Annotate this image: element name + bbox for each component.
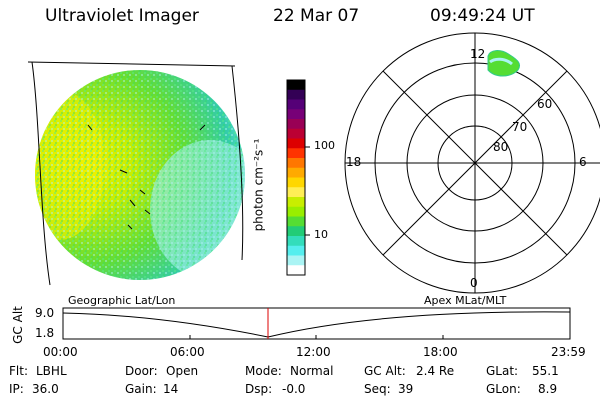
date-label: 22 Mar 07 bbox=[273, 6, 360, 26]
colorbar-tick-10: 10 bbox=[314, 228, 328, 241]
colorbar-segment bbox=[287, 119, 305, 130]
status-value-dsp: -0.0 bbox=[282, 382, 306, 396]
colorbar-tick-100: 100 bbox=[314, 139, 335, 152]
colorbar-segment bbox=[287, 236, 305, 247]
status-key-seq: Seq: bbox=[364, 382, 391, 396]
status-value-gcalt: 2.4 Re bbox=[416, 364, 455, 378]
status-value-door: Open bbox=[166, 364, 199, 378]
status-value-seq: 39 bbox=[398, 382, 414, 396]
timeline-title-right: Apex MLat/MLT bbox=[424, 294, 507, 307]
timeline-x-tick-3: 18:00 bbox=[423, 345, 458, 359]
status-key-door: Door: bbox=[125, 364, 158, 378]
mlt-label-0: 0 bbox=[470, 276, 478, 290]
colorbar-segment bbox=[287, 226, 305, 237]
timeline-plot bbox=[62, 307, 571, 340]
status-value-ip: 36.0 bbox=[32, 382, 59, 396]
timeline-axis-label: GC Alt bbox=[10, 306, 25, 344]
colorbar-segment bbox=[287, 255, 305, 266]
status-value-mode: Normal bbox=[290, 364, 334, 378]
status-key-flt: Flt: bbox=[9, 364, 28, 378]
colorbar-segment bbox=[287, 99, 305, 110]
status-key-gain: Gain: bbox=[125, 382, 157, 396]
status-value-glat: 55.1 bbox=[532, 364, 559, 378]
colorbar-segment bbox=[287, 265, 305, 276]
colorbar-segment bbox=[287, 80, 305, 91]
timeline-x-tick-0: 00:00 bbox=[43, 345, 78, 359]
colorbar-segment bbox=[287, 148, 305, 159]
polar-plot bbox=[344, 32, 600, 294]
timeline-x-tick-4: 23:59 bbox=[551, 345, 586, 359]
mlt-label-12: 12 bbox=[470, 47, 486, 61]
mlt-label-18: 18 bbox=[346, 155, 362, 169]
timeline-x-tick-2: 12:00 bbox=[296, 345, 331, 359]
colorbar-segment bbox=[287, 109, 305, 120]
status-key-dsp: Dsp: bbox=[245, 382, 273, 396]
status-key-glat: GLat: bbox=[486, 364, 519, 378]
colorbar-segment bbox=[287, 158, 305, 169]
lat-label-70: 70 bbox=[512, 120, 528, 134]
colorbar-segment bbox=[287, 128, 305, 140]
timeline-y-bottom: 1.8 bbox=[35, 326, 55, 340]
colorbar-segment bbox=[287, 206, 305, 218]
timeline-ticks bbox=[62, 335, 571, 339]
status-value-flt: LBHL bbox=[36, 364, 67, 378]
colorbar-segment bbox=[287, 177, 305, 188]
instrument-title: Ultraviolet Imager bbox=[45, 6, 199, 26]
colorbar-unit-label: photon cm⁻²s⁻¹ bbox=[251, 138, 266, 232]
colorbar bbox=[286, 79, 306, 276]
status-key-glon: GLon: bbox=[486, 382, 521, 396]
status-key-mode: Mode: bbox=[245, 364, 282, 378]
time-label: 09:49:24 UT bbox=[430, 6, 535, 26]
status-key-gcalt: GC Alt: bbox=[364, 364, 406, 378]
colorbar-segment bbox=[287, 197, 305, 208]
lat-label-80: 80 bbox=[493, 140, 509, 154]
lat-label-60: 60 bbox=[537, 97, 553, 111]
colorbar-segment bbox=[287, 138, 305, 149]
colorbar-segment bbox=[287, 89, 305, 101]
colorbar-segment bbox=[287, 245, 305, 257]
colorbar-segment bbox=[287, 187, 305, 198]
colorbar-frame bbox=[286, 79, 306, 276]
status-value-gain: 14 bbox=[163, 382, 179, 396]
colorbar-segment bbox=[287, 216, 305, 227]
colorbar-ticks bbox=[305, 146, 310, 236]
auroral-patch bbox=[487, 50, 521, 77]
earth-image bbox=[27, 61, 245, 286]
mlt-label-6: 6 bbox=[579, 155, 587, 169]
timeline-title-left: Geographic Lat/Lon bbox=[68, 294, 176, 307]
timeline-y-top: 9.0 bbox=[35, 306, 55, 320]
status-key-ip: IP: bbox=[9, 382, 24, 396]
colorbar-segment bbox=[287, 167, 305, 179]
timeline-x-tick-1: 06:00 bbox=[170, 345, 205, 359]
status-value-glon: 8.9 bbox=[538, 382, 558, 396]
